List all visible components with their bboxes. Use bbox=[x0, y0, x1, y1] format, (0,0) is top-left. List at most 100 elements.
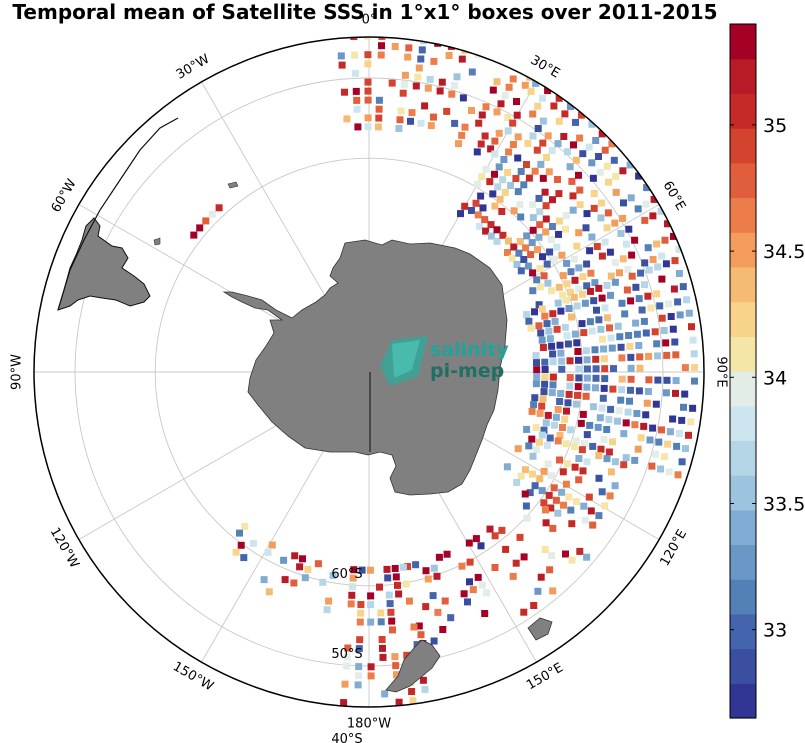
sss-cell bbox=[641, 216, 649, 224]
sss-cell bbox=[525, 442, 533, 450]
sss-cell bbox=[366, 566, 374, 574]
sss-cell bbox=[664, 440, 672, 448]
sss-cell bbox=[559, 468, 567, 476]
sss-cell bbox=[555, 283, 563, 291]
sss-cell bbox=[608, 344, 616, 352]
sss-cell bbox=[560, 133, 568, 140]
sss-cell bbox=[628, 272, 636, 280]
sss-cell bbox=[631, 456, 639, 464]
sss-cell bbox=[475, 119, 483, 127]
latitude-labels: 60°S 50°S 40°S bbox=[331, 567, 362, 743]
sss-cell bbox=[640, 317, 648, 325]
small-island bbox=[153, 237, 161, 246]
sss-cell bbox=[554, 140, 562, 148]
sss-cell bbox=[653, 290, 661, 298]
sss-cell bbox=[688, 323, 695, 331]
sss-cell bbox=[581, 516, 589, 524]
sss-cell bbox=[603, 426, 611, 433]
sss-cell bbox=[464, 37, 472, 45]
sss-cell bbox=[607, 468, 615, 476]
sss-cell bbox=[510, 207, 518, 215]
sss-cell bbox=[395, 590, 403, 598]
sss-cell bbox=[520, 608, 528, 616]
sss-cell bbox=[379, 644, 386, 652]
colorbar-tick-label: 33.5 bbox=[763, 494, 805, 516]
sss-cell bbox=[493, 226, 501, 234]
sss-cell bbox=[620, 430, 628, 438]
meridian bbox=[201, 429, 336, 663]
sss-cell bbox=[539, 174, 547, 182]
sss-cell bbox=[319, 578, 327, 586]
sss-cell bbox=[616, 269, 623, 277]
sss-cell bbox=[624, 144, 632, 152]
sss-cell bbox=[545, 491, 553, 499]
sss-cell bbox=[415, 622, 423, 630]
sss-cell bbox=[493, 108, 501, 116]
sss-cell bbox=[603, 314, 611, 322]
sss-cell bbox=[529, 287, 537, 295]
sss-cell bbox=[426, 75, 434, 83]
sss-cell bbox=[571, 276, 579, 284]
logo-text-salinity: salinity bbox=[430, 339, 509, 361]
sss-cell bbox=[474, 573, 482, 581]
sss-cell bbox=[642, 167, 650, 175]
sss-cell bbox=[378, 636, 386, 643]
sss-cell bbox=[378, 42, 385, 50]
sss-cell bbox=[605, 123, 613, 131]
sss-cell bbox=[487, 221, 495, 229]
sss-cell bbox=[215, 204, 223, 212]
sss-cell bbox=[545, 327, 553, 335]
sss-cell bbox=[649, 212, 657, 220]
sss-cell bbox=[582, 392, 590, 400]
sss-cell bbox=[410, 623, 418, 631]
sss-cell bbox=[441, 597, 449, 605]
sss-cell bbox=[634, 155, 641, 163]
sss-cell bbox=[527, 324, 535, 332]
sss-cell bbox=[491, 150, 499, 158]
sss-cell bbox=[412, 82, 420, 90]
sss-cell bbox=[422, 603, 430, 611]
sss-cell bbox=[611, 258, 619, 266]
sss-cell bbox=[542, 202, 550, 210]
sss-cell bbox=[594, 423, 602, 431]
sss-cell bbox=[478, 581, 486, 589]
sss-cell bbox=[412, 561, 420, 569]
sss-cell bbox=[443, 107, 451, 115]
sss-cell bbox=[479, 204, 487, 212]
sss-cell bbox=[610, 156, 618, 164]
sss-cell bbox=[583, 383, 591, 391]
sss-cell bbox=[517, 168, 525, 175]
sss-cell bbox=[579, 410, 587, 418]
sss-cell bbox=[581, 299, 589, 307]
sss-cell bbox=[563, 407, 570, 415]
sss-cell bbox=[364, 60, 372, 68]
sss-cell bbox=[395, 698, 403, 706]
sss-cell bbox=[612, 188, 620, 196]
sss-cell bbox=[559, 272, 567, 280]
sss-cell bbox=[567, 426, 575, 434]
sss-cell bbox=[583, 431, 591, 439]
sss-cell bbox=[498, 526, 506, 534]
sss-cell bbox=[281, 576, 289, 584]
sss-cell bbox=[627, 364, 635, 372]
sss-cell bbox=[642, 200, 650, 208]
sss-cell bbox=[491, 564, 499, 571]
sss-cell bbox=[600, 345, 608, 353]
sss-cell bbox=[559, 424, 566, 431]
sss-cell bbox=[536, 221, 544, 229]
sss-cell bbox=[616, 333, 624, 341]
sss-cell bbox=[489, 86, 497, 94]
sss-cell bbox=[662, 260, 670, 268]
meridian bbox=[78, 204, 312, 339]
sss-cell bbox=[662, 389, 670, 397]
sss-cell bbox=[473, 148, 481, 156]
colorbar-tick-label: 33 bbox=[763, 620, 787, 642]
sss-cell bbox=[517, 267, 525, 275]
sss-cell bbox=[546, 566, 554, 574]
sss-cell bbox=[547, 504, 555, 512]
sss-cell bbox=[539, 117, 547, 125]
sss-cell bbox=[549, 587, 557, 595]
sss-cell bbox=[568, 313, 575, 321]
sss-cell bbox=[618, 299, 626, 307]
sss-cell bbox=[396, 116, 404, 124]
